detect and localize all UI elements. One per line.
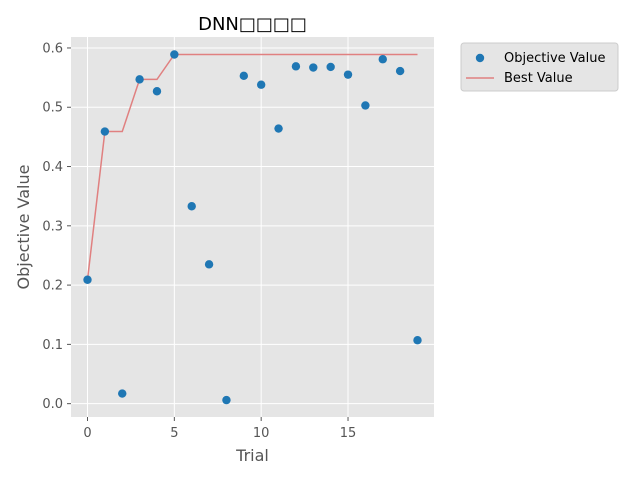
objective-value-point	[170, 50, 179, 59]
objective-value-point	[291, 62, 301, 71]
chart-title: DNN□□□□	[198, 14, 307, 35]
x-tick-label: 15	[340, 426, 357, 441]
legend-box	[460, 42, 619, 92]
objective-value-point	[274, 124, 283, 133]
x-tick-label: 10	[253, 426, 270, 441]
objective-value-point	[135, 75, 144, 84]
plot-area	[71, 37, 434, 417]
objective-value-point	[100, 127, 110, 136]
y-tick-label: 0.6	[42, 41, 63, 56]
objective-value-point	[395, 66, 405, 76]
y-tick-label: 0.5	[42, 101, 63, 116]
objective-value-point	[152, 87, 162, 96]
objective-value-point	[309, 63, 318, 72]
y-tick-label: 0.1	[42, 338, 63, 353]
tick-labels: 0 5 10 15 0.0 0.1 0.2 0.3 0.4 0.5 0.6	[42, 41, 356, 441]
objective-value-point	[256, 80, 266, 89]
legend: Objective Value Best Value	[460, 42, 619, 92]
objective-value-point	[361, 101, 370, 110]
grid	[71, 37, 434, 417]
objective-value-point	[83, 275, 92, 284]
objective-value-point	[118, 389, 127, 398]
y-tick-label: 0.0	[42, 397, 63, 412]
objective-value-point	[222, 395, 231, 405]
y-tick-label: 0.4	[42, 160, 63, 175]
x-axis-label: Trial	[235, 446, 269, 465]
objective-value-point	[204, 260, 214, 269]
objective-value-point	[343, 70, 353, 79]
objective-value-point	[378, 55, 387, 64]
legend-label-best-value: Best Value	[504, 71, 573, 86]
objective-value-point	[239, 71, 249, 81]
y-axis-label: Objective Value	[14, 165, 33, 290]
x-tick-label: 0	[83, 426, 91, 441]
legend-label-objective-value: Objective Value	[504, 51, 605, 66]
y-tick-label: 0.3	[42, 219, 63, 234]
series	[83, 50, 422, 405]
objective-value-point	[326, 62, 335, 72]
objective-value-point	[413, 336, 422, 345]
objective-value-point	[187, 202, 196, 211]
legend-marker-objective-value	[475, 53, 485, 63]
x-tick-label: 5	[170, 426, 178, 441]
y-tick-label: 0.2	[42, 279, 63, 294]
